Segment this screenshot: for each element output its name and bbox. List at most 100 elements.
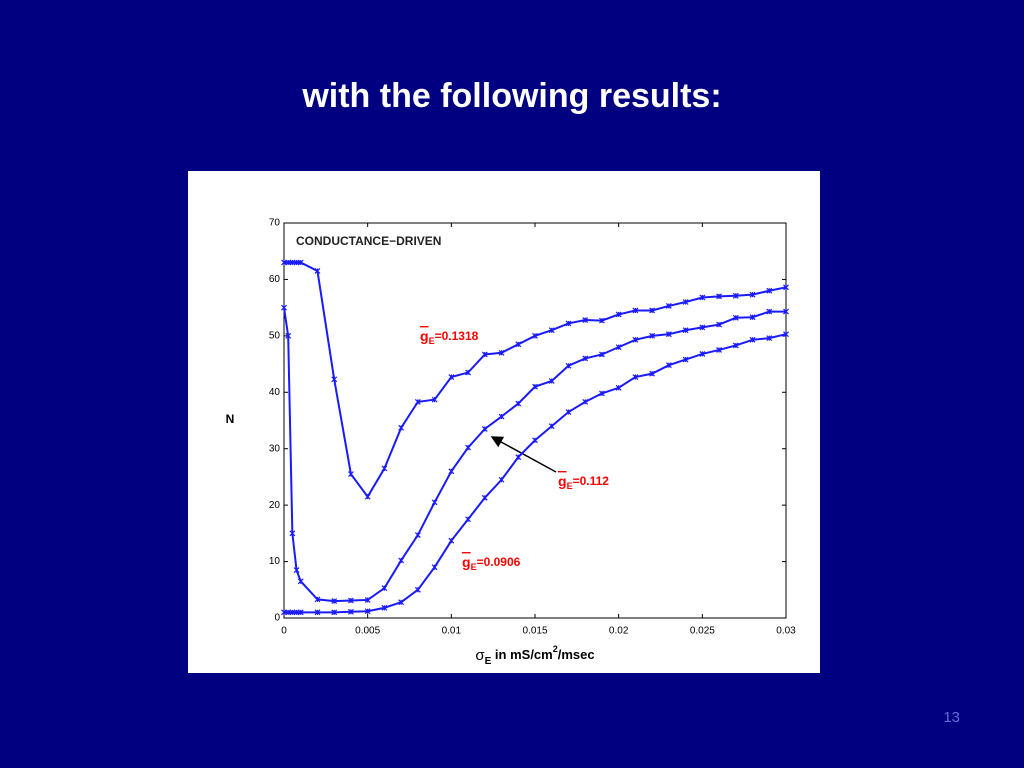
point-marker [582, 398, 589, 405]
point-marker [293, 609, 300, 616]
point-marker [398, 424, 405, 431]
point-marker [716, 293, 722, 300]
annotation-symbol: g [462, 554, 471, 570]
x-tick-label: 0.025 [690, 626, 715, 637]
point-marker [732, 314, 739, 321]
point-marker [599, 390, 605, 397]
point-marker [699, 294, 706, 301]
point-marker [348, 608, 354, 615]
point-marker [331, 598, 338, 604]
series-line [283, 307, 786, 603]
point-marker [682, 356, 689, 363]
point-marker [548, 378, 555, 384]
point-marker [414, 586, 421, 593]
x-label-text: in mS/cm [491, 647, 552, 662]
point-marker [615, 344, 622, 351]
point-marker [515, 341, 522, 348]
x-label-suffix: /msec [558, 647, 595, 662]
point-marker [348, 597, 354, 604]
point-marker [465, 369, 471, 376]
point-marker [314, 609, 321, 616]
point-marker [431, 396, 438, 403]
point-marker [615, 384, 622, 391]
series-annotation: gE=0.112 [558, 473, 609, 492]
series-annotation: gE=0.1318 [420, 328, 479, 347]
point-marker [749, 336, 756, 343]
figure-panel [188, 171, 820, 673]
point-marker [665, 303, 672, 309]
point-marker [481, 494, 488, 501]
point-marker [381, 465, 388, 472]
point-marker [398, 599, 405, 606]
y-axis-label: N [226, 412, 235, 426]
point-marker [414, 398, 421, 405]
annotation-text: =0.1318 [435, 329, 479, 343]
point-marker [381, 604, 388, 611]
point-marker [289, 609, 296, 616]
point-marker [281, 609, 287, 616]
x-label-superscript: 2 [553, 644, 558, 654]
point-marker [766, 335, 773, 342]
point-marker [465, 444, 471, 451]
series-annotation: gE=0.0906 [462, 554, 521, 573]
point-marker [548, 327, 555, 334]
point-marker [632, 307, 639, 314]
annotation-arrow [490, 436, 557, 473]
point-marker [532, 383, 538, 390]
annotation-symbol: g [558, 473, 567, 489]
point-marker [364, 597, 371, 603]
point-marker [285, 609, 292, 616]
point-marker [515, 400, 522, 407]
point-marker [665, 362, 672, 369]
point-marker [297, 578, 304, 585]
x-label-symbol: σ [475, 647, 485, 664]
point-marker [431, 564, 438, 571]
point-marker [732, 292, 739, 299]
point-marker [532, 332, 538, 339]
x-tick-label: 0.01 [442, 626, 462, 637]
point-marker [348, 471, 354, 478]
y-tick-label: 20 [269, 500, 281, 511]
point-marker [281, 304, 287, 311]
point-marker [498, 349, 505, 356]
point-marker [293, 567, 300, 573]
point-marker [381, 585, 388, 592]
y-tick-label: 50 [269, 330, 281, 341]
x-tick-label: 0 [281, 626, 287, 637]
point-marker [285, 332, 292, 339]
y-tick-label: 30 [269, 443, 281, 454]
annotation-subscript: E [567, 481, 573, 491]
y-tick-label: 10 [269, 556, 281, 567]
point-marker [281, 259, 287, 266]
point-marker [289, 259, 296, 266]
point-marker [414, 532, 421, 538]
point-marker [649, 307, 656, 314]
point-marker [582, 317, 589, 323]
point-marker [314, 268, 321, 274]
point-marker [285, 259, 292, 266]
y-tick-label: 0 [274, 613, 280, 624]
point-marker [331, 376, 338, 383]
y-tick-label: 40 [269, 387, 281, 398]
y-tick-label: 60 [269, 274, 281, 285]
point-marker [749, 291, 756, 298]
point-marker [448, 537, 455, 544]
annotation-subscript: E [429, 336, 435, 346]
point-marker [565, 362, 572, 369]
point-marker [314, 596, 321, 603]
point-marker [716, 321, 722, 328]
series-line [284, 333, 787, 614]
annotation-text: =0.112 [573, 474, 610, 488]
point-marker [682, 327, 689, 334]
point-marker [364, 608, 371, 615]
point-marker [649, 332, 656, 339]
x-tick-label: 0.005 [355, 626, 380, 637]
point-marker [297, 609, 304, 616]
series-line [284, 261, 787, 499]
annotation-subscript: E [471, 562, 477, 572]
y-tick-label: 70 [269, 218, 281, 229]
x-tick-label: 0.02 [609, 626, 629, 637]
point-marker [331, 609, 338, 616]
point-marker [632, 374, 639, 380]
